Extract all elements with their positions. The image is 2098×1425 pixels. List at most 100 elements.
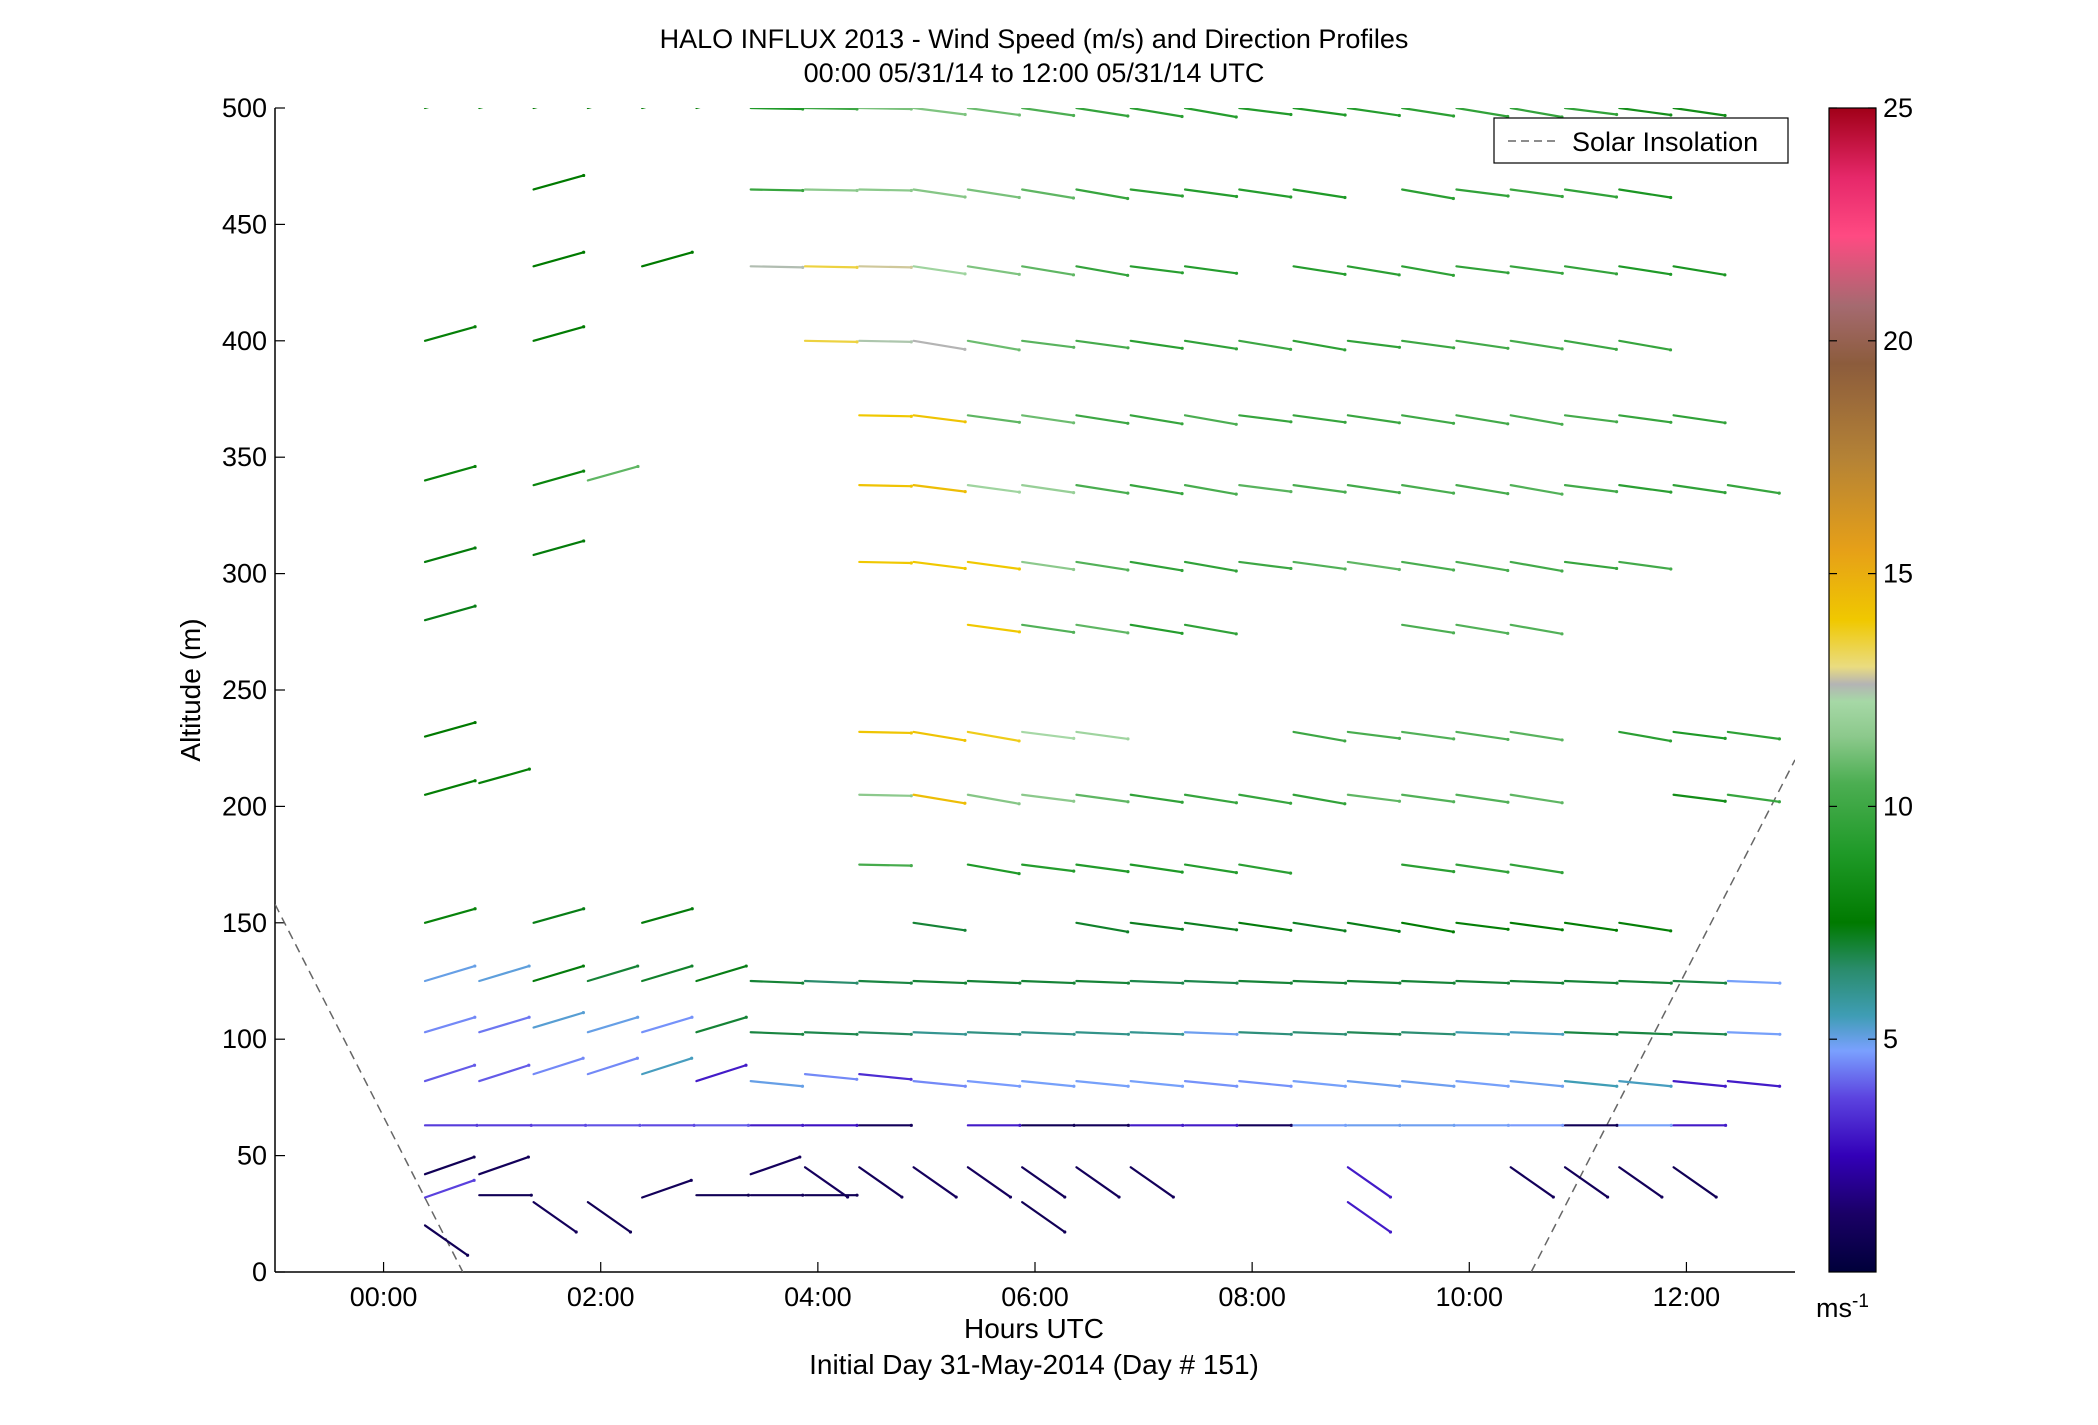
wind-barb (1618, 1166, 1663, 1199)
legend-label: Solar Insolation (1572, 127, 1758, 157)
wind-barb-head (963, 928, 967, 932)
wind-barb (532, 1057, 585, 1076)
wind-barb (1346, 1080, 1401, 1088)
wind-barb-head (466, 1253, 470, 1257)
wind-barb-head (1126, 800, 1130, 804)
y-tick-label: 250 (222, 675, 267, 705)
wind-barb (1129, 339, 1184, 350)
wind-barb (966, 188, 1021, 199)
wind-barb (1401, 108, 1455, 118)
wind-barb-head (1669, 195, 1673, 200)
wind-barb-head (1452, 870, 1456, 874)
wind-barb-head (909, 340, 913, 344)
wind-barb-head (1560, 801, 1564, 805)
wind-barb (803, 1031, 859, 1036)
wind-barb (1455, 108, 1509, 118)
wind-barb-head (1126, 930, 1130, 934)
wind-barb-head (473, 779, 477, 783)
wind-barb-head (909, 265, 913, 269)
wind-barb-head (1451, 930, 1455, 934)
wind-barb-head (473, 92, 476, 95)
wind-barb-head (1017, 113, 1021, 117)
wind-barb (695, 1016, 748, 1034)
wind-barb-head (1560, 569, 1564, 573)
wind-barb-head (638, 1123, 642, 1127)
wind-barb (478, 767, 531, 785)
wind-barb-head (1560, 271, 1564, 275)
wind-barb-head (689, 1178, 693, 1182)
colorbar-unit-base: ms (1816, 1293, 1852, 1323)
wind-barb (858, 108, 913, 111)
wind-barb-head (1072, 1032, 1076, 1036)
wind-barb (1238, 108, 1292, 116)
wind-barb (1129, 793, 1184, 804)
wind-barb-head (1614, 272, 1619, 276)
wind-barb (1346, 1031, 1401, 1036)
wind-barb-head (582, 92, 585, 95)
wind-barb (966, 339, 1021, 351)
wind-barb-head (1560, 632, 1564, 636)
wind-barb-head (1560, 422, 1564, 426)
wind-barb-head (1235, 1123, 1239, 1127)
plot-axes (274, 108, 1795, 1273)
wind-barb (803, 1073, 858, 1081)
wind-barb (1346, 1201, 1392, 1234)
wind-barb (641, 907, 694, 924)
wind-barb (1238, 339, 1292, 351)
wind-barb (1183, 265, 1238, 275)
wind-barb (1672, 265, 1726, 276)
wind-barb (1238, 188, 1292, 199)
wind-barb-head (1180, 631, 1184, 635)
wind-barb (1183, 108, 1238, 119)
wind-barb (912, 108, 967, 116)
y-tick-label: 300 (222, 559, 267, 589)
wind-barb-head (1343, 802, 1347, 806)
wind-barb (858, 793, 913, 797)
wind-barb (1618, 188, 1672, 199)
wind-barb (966, 863, 1021, 875)
wind-barb-head (1289, 1032, 1293, 1036)
wind-barb (1129, 1166, 1175, 1199)
wind-barb (966, 979, 1021, 985)
wind-barb (1455, 623, 1509, 635)
wind-barb (1401, 863, 1455, 873)
wind-barb-head (1560, 347, 1564, 351)
wind-barb-head (1560, 1084, 1565, 1088)
y-tick-label: 450 (222, 209, 267, 239)
wind-barb-head (526, 1155, 530, 1159)
wind-barb (532, 174, 585, 191)
wind-barb (1075, 265, 1129, 277)
wind-barb-head (1234, 115, 1238, 119)
wind-barb-head (528, 92, 531, 95)
wind-barb-head (855, 1193, 859, 1197)
wind-barb-head (1615, 1123, 1619, 1127)
wind-barb (1292, 484, 1347, 494)
wind-barb (1183, 188, 1238, 198)
wind-barb-head (1452, 800, 1456, 804)
wind-barb-head (1723, 1123, 1728, 1127)
wind-barb (1401, 623, 1455, 634)
wind-barb-head (1235, 1084, 1239, 1088)
wind-barb-head (801, 265, 805, 269)
wind-barb-head (1289, 490, 1293, 494)
wind-barb (1455, 188, 1510, 198)
wind-barb-head (1397, 1084, 1402, 1088)
wind-barb-head (1397, 113, 1401, 118)
wind-barb (532, 1201, 578, 1234)
wind-barb (1021, 108, 1075, 117)
wind-barb-head (1397, 799, 1402, 803)
wind-barb (966, 108, 1021, 117)
wind-barb-head (1008, 1195, 1013, 1199)
wind-barb (1238, 560, 1292, 570)
wind-barb (1509, 793, 1564, 804)
wind-barb (478, 108, 484, 110)
wind-barb (803, 108, 859, 111)
wind-barb-head (473, 720, 477, 725)
wind-barb-head (1072, 869, 1076, 873)
wind-barb (1563, 1080, 1618, 1088)
wind-barb-head (583, 1123, 588, 1127)
wind-barb (1401, 560, 1455, 572)
wind-barb (803, 188, 859, 192)
wind-barb (1021, 414, 1075, 424)
x-tick-label: 12:00 (1653, 1282, 1721, 1312)
